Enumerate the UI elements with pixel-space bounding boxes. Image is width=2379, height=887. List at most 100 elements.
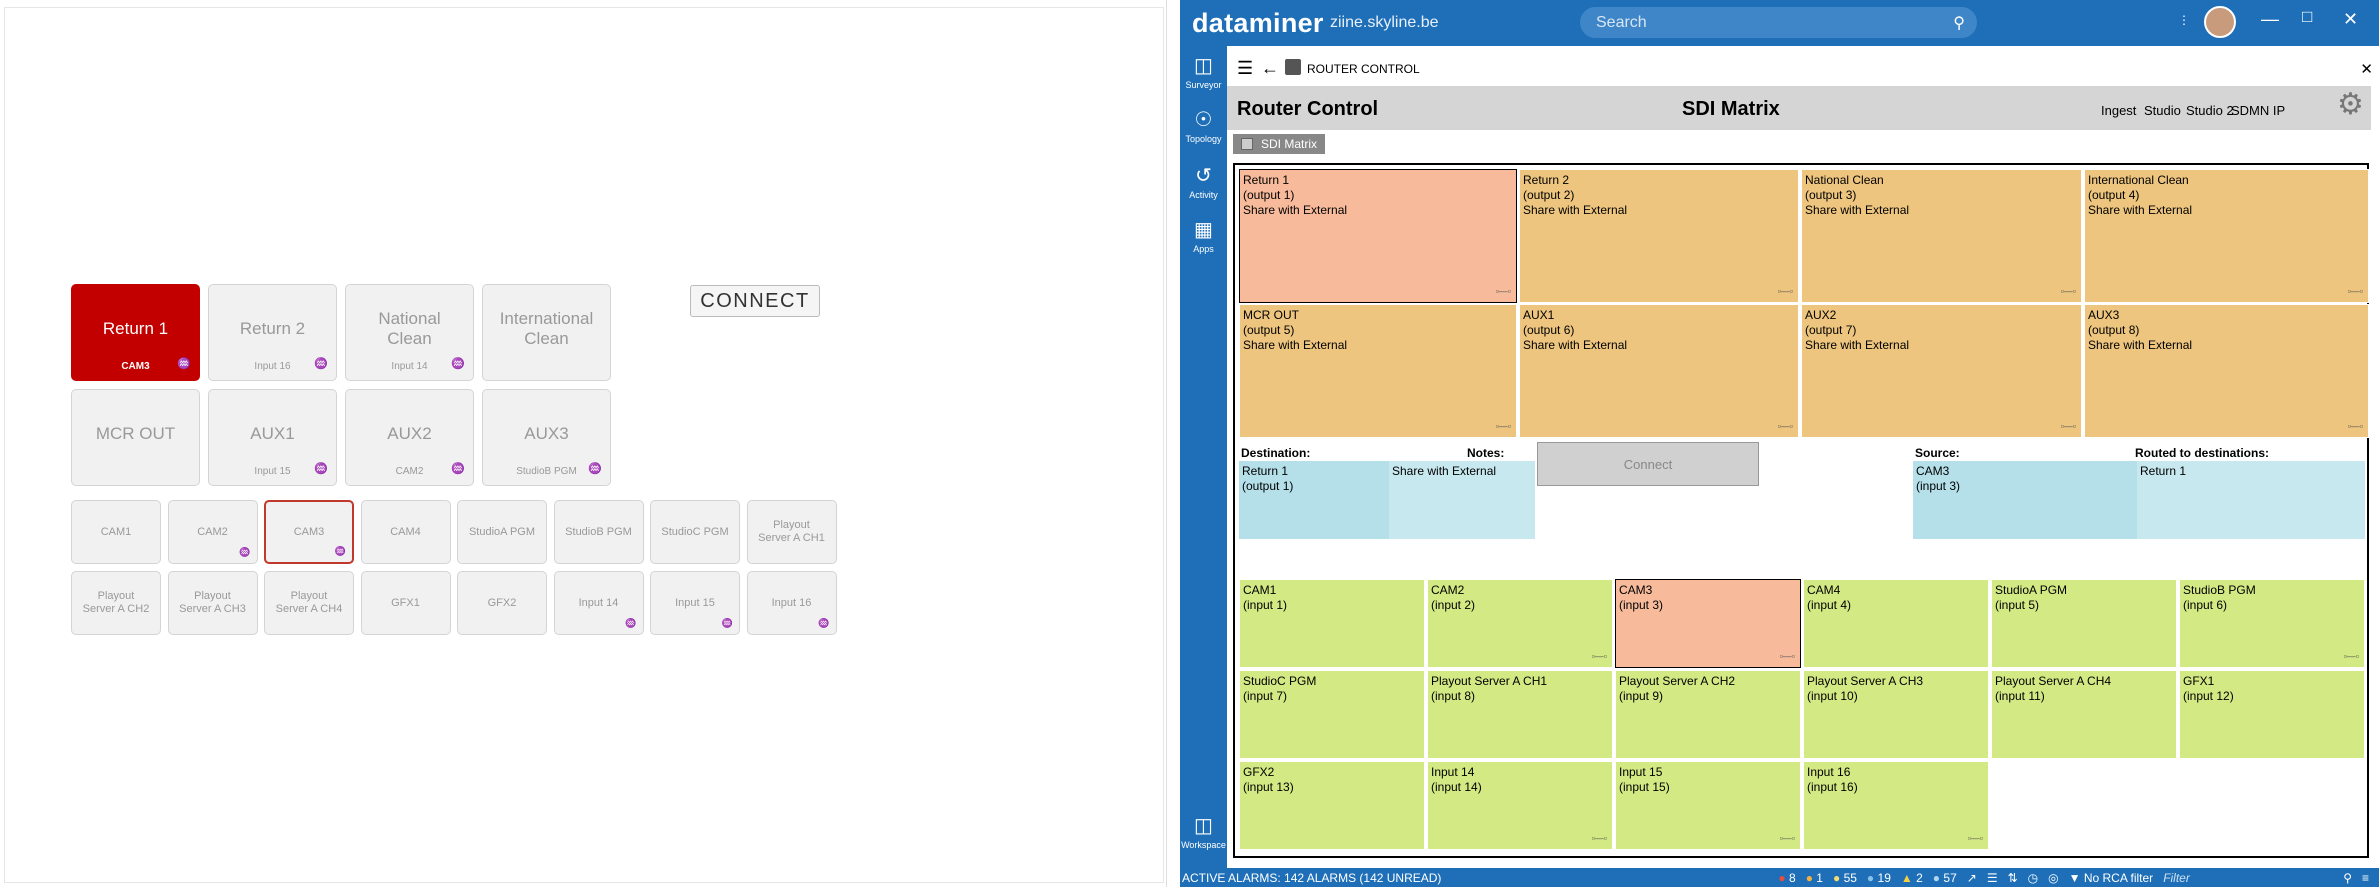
input-name: CAM4 xyxy=(1807,583,1841,597)
clock-icon[interactable]: ◷ xyxy=(2027,870,2039,885)
source-button-playout-server-a-ch1[interactable]: Playout Server A CH1 xyxy=(746,500,837,564)
source-button-gfx1[interactable]: GFX1 xyxy=(360,571,451,635)
dest-button-return-2[interactable]: Return 2 Input 16 ♒ xyxy=(208,284,337,381)
source-button-label: CAM2 xyxy=(197,525,228,538)
source-button-cam2[interactable]: CAM2 ♒ xyxy=(167,500,258,564)
output-tile-return-2[interactable]: Return 2 (output 2) Share with External ▫—▫ xyxy=(1519,169,1799,303)
alarm-count-critical[interactable]: ● 8 xyxy=(1778,870,1796,885)
link-icon: ▫—▫ xyxy=(1495,286,1511,296)
input-tile-playout-server-a-ch3[interactable]: Playout Server A CH3 (input 10) xyxy=(1803,670,1989,759)
active-alarms[interactable]: ACTIVE ALARMS: 142 ALARMS (142 UNREAD) xyxy=(1182,870,1442,885)
link-studio[interactable]: Studio xyxy=(2144,103,2181,118)
input-port: (input 1) xyxy=(1243,598,1288,612)
dest-button-aux2[interactable]: AUX2 CAM2 ♒ xyxy=(345,389,474,486)
input-tile-gfx1[interactable]: GFX1 (input 12) xyxy=(2179,670,2365,759)
source-button-playout-server-a-ch2[interactable]: Playout Server A CH2 xyxy=(71,571,161,635)
activity-icon: ↺ xyxy=(1195,165,1212,187)
source-button-gfx2[interactable]: GFX2 xyxy=(457,571,547,635)
source-button-input-14[interactable]: Input 14 ♒ xyxy=(553,571,644,635)
close-window-icon[interactable]: ✕ xyxy=(2343,9,2359,29)
source-button-studioa-pgm[interactable]: StudioA PGM xyxy=(457,500,547,564)
lock-icon: ♒ xyxy=(625,618,637,628)
input-tile-input-16[interactable]: Input 16 (input 16) ▫—▫ xyxy=(1803,761,1989,850)
filter-search-icon[interactable]: ⚲ xyxy=(2343,870,2352,885)
source-button-playout-server-a-ch4[interactable]: Playout Server A CH4 xyxy=(264,571,354,635)
destination-label: Destination: xyxy=(1241,446,1311,460)
dest-button-national-clean[interactable]: National Clean Input 14 ♒ xyxy=(345,284,474,381)
dest-button-international-clean[interactable]: International Clean xyxy=(482,284,611,381)
link-sdmn-ip[interactable]: SDMN IP xyxy=(2231,103,2286,118)
nav-surveyor[interactable]: ◫ Surveyor xyxy=(1180,54,1227,90)
dest-button-mcr-out[interactable]: MCR OUT xyxy=(71,389,200,486)
output-port: (output 7) xyxy=(1805,323,1857,337)
dest-button-aux1[interactable]: AUX1 Input 15 ♒ xyxy=(208,389,337,486)
alarm-count-info[interactable]: ● 57 xyxy=(1932,870,1957,885)
output-tile-mcr-out[interactable]: MCR OUT (output 5) Share with External ▫—▫ xyxy=(1239,304,1517,438)
nav-topology[interactable]: ☉ Topology xyxy=(1180,108,1227,144)
focus-icon[interactable]: ◎ xyxy=(2048,870,2059,885)
input-tile-cam2[interactable]: CAM2 (input 2) ▫—▫ xyxy=(1427,579,1613,668)
matrix-connect-button[interactable]: Connect xyxy=(1537,442,1759,486)
list-icon[interactable]: ☰ xyxy=(1986,870,1998,885)
alarm-count-major[interactable]: ● 1 xyxy=(1805,870,1823,885)
input-tile-input-15[interactable]: Input 15 (input 15) ▫—▫ xyxy=(1615,761,1801,850)
source-button-cam1[interactable]: CAM1 xyxy=(71,500,161,564)
rca-filter[interactable]: ▼ No RCA filter xyxy=(2068,870,2154,885)
trend-icon[interactable]: ↗ xyxy=(1966,870,1977,885)
back-arrow-icon[interactable]: ← xyxy=(1261,58,1279,78)
source-button-playout-server-a-ch3[interactable]: Playout Server A CH3 xyxy=(167,571,258,635)
dest-button-source: StudioB PGM xyxy=(516,465,577,477)
sort-icon[interactable]: ⇅ xyxy=(2007,870,2018,885)
link-ingest[interactable]: Ingest xyxy=(2101,103,2137,118)
input-tile-playout-server-a-ch2[interactable]: Playout Server A CH2 (input 9) xyxy=(1615,670,1801,759)
input-tile-cam1[interactable]: CAM1 (input 1) xyxy=(1239,579,1425,668)
tab-sdi-matrix[interactable]: SDI Matrix xyxy=(1233,134,1326,154)
source-button-cam4[interactable]: CAM4 xyxy=(360,500,451,564)
source-button-studioc-pgm[interactable]: StudioC PGM xyxy=(650,500,740,564)
link-studio-2[interactable]: Studio 2 xyxy=(2186,103,2234,118)
connect-button[interactable]: CONNECT xyxy=(690,285,820,317)
output-tile-national-clean[interactable]: National Clean (output 3) Share with Exter… xyxy=(1801,169,2082,303)
input-tile-input-14[interactable]: Input 14 (input 14) ▫—▫ xyxy=(1427,761,1613,850)
input-tile-playout-server-a-ch1[interactable]: Playout Server A CH1 (input 8) xyxy=(1427,670,1613,759)
filter-input[interactable]: Filter xyxy=(2163,870,2190,885)
output-tile-international-clean[interactable]: International Clean (output 4) Share with … xyxy=(2084,169,2369,303)
input-name: CAM1 xyxy=(1243,583,1277,597)
input-tile-cam4[interactable]: CAM4 (input 4) xyxy=(1803,579,1989,668)
maximize-icon[interactable]: □ xyxy=(2302,7,2313,26)
close-app-icon[interactable]: ✕ xyxy=(2360,61,2373,78)
avatar[interactable] xyxy=(2204,6,2236,38)
settings-gear-icon[interactable]: ⚙ xyxy=(2337,88,2364,121)
source-label: Source: xyxy=(1915,446,1960,460)
source-button-cam3[interactable]: CAM3 ♒ xyxy=(264,500,354,564)
overflow-menu-icon[interactable]: ⋮ xyxy=(2178,13,2190,27)
input-tile-studioa-pgm[interactable]: StudioA PGM (input 5) xyxy=(1991,579,2177,668)
menu-icon[interactable]: ≡ xyxy=(2361,870,2369,885)
output-tile-aux2[interactable]: AUX2 (output 7) Share with External ▫—▫ xyxy=(1801,304,2082,438)
tab-checkbox[interactable] xyxy=(1241,138,1253,150)
output-tile-aux3[interactable]: AUX3 (output 8) Share with External ▫—▫ xyxy=(2084,304,2369,438)
nav-apps[interactable]: ▦ Apps xyxy=(1180,218,1227,254)
source-button-studiob-pgm[interactable]: StudioB PGM xyxy=(553,500,644,564)
input-tile-studioc-pgm[interactable]: StudioC PGM (input 7) xyxy=(1239,670,1425,759)
dest-button-aux3[interactable]: AUX3 StudioB PGM ♒ xyxy=(482,389,611,486)
output-tile-aux1[interactable]: AUX1 (output 6) Share with External ▫—▫ xyxy=(1519,304,1799,438)
input-tile-playout-server-a-ch4[interactable]: Playout Server A CH4 (input 11) xyxy=(1991,670,2177,759)
source-button-input-16[interactable]: Input 16 ♒ xyxy=(746,571,837,635)
search-input[interactable]: Search ⚲ xyxy=(1580,7,1977,38)
input-tile-cam3[interactable]: CAM3 (input 3) ▫—▫ xyxy=(1615,579,1801,668)
alarm-count-timeout[interactable]: ▲ 2 xyxy=(1900,870,1923,885)
hamburger-menu-icon[interactable]: ☰ xyxy=(1237,58,1254,78)
output-note: Share with External xyxy=(1805,203,1910,217)
input-tile-gfx2[interactable]: GFX2 (input 13) xyxy=(1239,761,1425,850)
alarm-count-minor[interactable]: ● 55 xyxy=(1832,870,1857,885)
nav-activity[interactable]: ↺ Activity xyxy=(1180,164,1227,200)
input-port: (input 16) xyxy=(1807,780,1858,794)
alarm-count-warning[interactable]: ● 19 xyxy=(1866,870,1891,885)
input-tile-studiob-pgm[interactable]: StudioB PGM (input 6) ▫—▫ xyxy=(2179,579,2365,668)
dest-button-return-1[interactable]: Return 1 CAM3 ♒ xyxy=(71,284,200,381)
nav-workspace[interactable]: ◫ Workspace xyxy=(1180,814,1227,850)
output-tile-return-1[interactable]: Return 1 (output 1) Share with External ▫—▫ xyxy=(1239,169,1517,303)
minimize-icon[interactable]: — xyxy=(2261,9,2279,29)
source-button-input-15[interactable]: Input 15 ♒ xyxy=(650,571,740,635)
